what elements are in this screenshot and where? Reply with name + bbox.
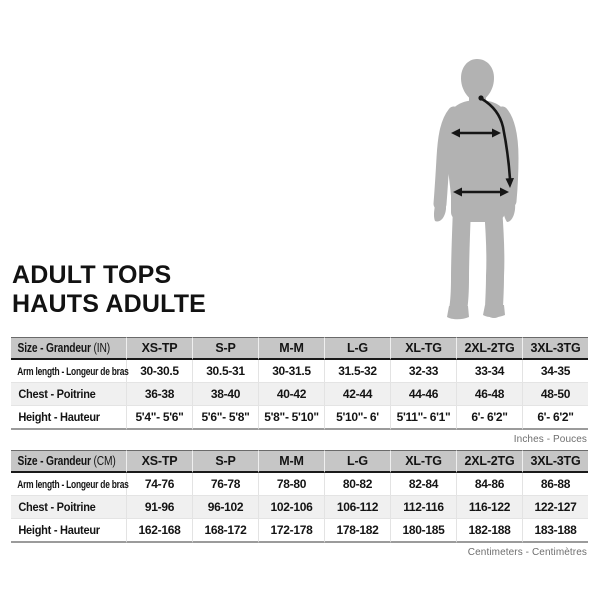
units-footnote-centimeters: Centimeters - Centimètres bbox=[467, 547, 587, 558]
size-column-header: 2XL-2TG bbox=[456, 450, 522, 473]
size-value-cell: 172-178 bbox=[258, 519, 324, 543]
size-value-cell: 74-76 bbox=[126, 473, 192, 496]
size-value-cell: 84-86 bbox=[456, 473, 522, 496]
row-label: Arm length - Longeur de bras bbox=[11, 360, 129, 383]
size-value-cell: 112-116 bbox=[390, 496, 456, 519]
size-value-cell: 76-78 bbox=[192, 473, 258, 496]
size-value-cell: 48-50 bbox=[522, 383, 588, 406]
size-column-header: XS-TP bbox=[126, 450, 192, 473]
units-footnote-inches: Inches - Pouces bbox=[513, 434, 587, 445]
size-column-header: S-P bbox=[192, 450, 258, 473]
page-title-fr: HAUTS ADULTE bbox=[12, 290, 207, 318]
table-row: Height - Hauteur 5'4"- 5'6" 5'6"- 5'8" 5'8"… bbox=[11, 406, 588, 430]
row-label: Chest - Poitrine bbox=[11, 383, 126, 406]
row-label: Chest - Poitrine bbox=[11, 496, 126, 519]
size-value-cell: 5'11"- 6'1" bbox=[390, 406, 456, 430]
table-row: Arm length - Longeur de bras 30-30.5 30.5-… bbox=[11, 360, 588, 383]
size-column-header: 3XL-3TG bbox=[522, 450, 588, 473]
size-table-centimeters: Size - Grandeur (CM) XS-TP S-P M-M L-G XL-TG… bbox=[11, 450, 588, 543]
size-value-cell: 5'4"- 5'6" bbox=[126, 406, 192, 430]
table-row: Height - Hauteur 162-168 168-172 172-178 178… bbox=[11, 519, 588, 543]
size-value-cell: 30.5-31 bbox=[192, 360, 258, 383]
size-value-cell: 106-112 bbox=[324, 496, 390, 519]
size-column-header: XS-TP bbox=[126, 337, 192, 360]
size-value-cell: 162-168 bbox=[126, 519, 192, 543]
table-row: Arm length - Longeur de bras 74-76 76-78 78… bbox=[11, 473, 588, 496]
size-value-cell: 91-96 bbox=[126, 496, 192, 519]
size-value-cell: 80-82 bbox=[324, 473, 390, 496]
size-value-cell: 32-33 bbox=[390, 360, 456, 383]
size-value-cell: 30-31.5 bbox=[258, 360, 324, 383]
size-value-cell: 40-42 bbox=[258, 383, 324, 406]
size-value-cell: 96-102 bbox=[192, 496, 258, 519]
size-value-cell: 102-106 bbox=[258, 496, 324, 519]
size-value-cell: 6'- 6'2" bbox=[456, 406, 522, 430]
size-value-cell: 34-35 bbox=[522, 360, 588, 383]
size-value-cell: 31.5-32 bbox=[324, 360, 390, 383]
table-row: Chest - Poitrine 91-96 96-102 102-106 106-11… bbox=[11, 496, 588, 519]
size-value-cell: 44-46 bbox=[390, 383, 456, 406]
size-value-cell: 168-172 bbox=[192, 519, 258, 543]
size-header-text: Size - Grandeur bbox=[17, 341, 91, 355]
size-column-header: L-G bbox=[324, 337, 390, 360]
size-value-cell: 178-182 bbox=[324, 519, 390, 543]
size-column-header: XL-TG bbox=[390, 337, 456, 360]
header-row: Size - Grandeur (CM) XS-TP S-P M-M L-G XL-TG… bbox=[11, 450, 588, 473]
size-measurement-figure bbox=[390, 0, 600, 340]
size-column-header: L-G bbox=[324, 450, 390, 473]
size-value-cell: 36-38 bbox=[126, 383, 192, 406]
header-row: Size - Grandeur (IN) XS-TP S-P M-M L-G XL-TG… bbox=[11, 337, 588, 360]
size-value-cell: 82-84 bbox=[390, 473, 456, 496]
page-title-en: ADULT TOPS bbox=[12, 261, 172, 289]
size-value-cell: 6'- 6'2" bbox=[522, 406, 588, 430]
row-label: Arm length - Longeur de bras bbox=[11, 473, 129, 496]
size-table-centimeters-section: Size - Grandeur (CM) XS-TP S-P M-M L-G XL-TG… bbox=[11, 450, 588, 558]
size-table-inches: Size - Grandeur (IN) XS-TP S-P M-M L-G XL-TG… bbox=[11, 337, 588, 430]
size-value-cell: 5'6"- 5'8" bbox=[192, 406, 258, 430]
size-value-cell: 180-185 bbox=[390, 519, 456, 543]
row-label: Height - Hauteur bbox=[11, 519, 126, 543]
size-column-header: 3XL-3TG bbox=[522, 337, 588, 360]
size-value-cell: 5'8"- 5'10" bbox=[258, 406, 324, 430]
measurement-arrows bbox=[451, 95, 514, 197]
size-table-inches-section: Size - Grandeur (IN) XS-TP S-P M-M L-G XL-TG… bbox=[11, 337, 588, 445]
size-value-cell: 42-44 bbox=[324, 383, 390, 406]
size-value-cell: 33-34 bbox=[456, 360, 522, 383]
size-value-cell: 116-122 bbox=[456, 496, 522, 519]
size-column-header: M-M bbox=[258, 337, 324, 360]
page-title: ADULT TOPS HAUTS ADULTE bbox=[12, 261, 206, 319]
size-value-cell: 30-30.5 bbox=[126, 360, 192, 383]
size-value-cell: 78-80 bbox=[258, 473, 324, 496]
size-column-header: 2XL-2TG bbox=[456, 337, 522, 360]
size-value-cell: 183-188 bbox=[522, 519, 588, 543]
size-value-cell: 182-188 bbox=[456, 519, 522, 543]
size-column-header: M-M bbox=[258, 450, 324, 473]
size-value-cell: 46-48 bbox=[456, 383, 522, 406]
size-column-header: XL-TG bbox=[390, 450, 456, 473]
size-value-cell: 38-40 bbox=[192, 383, 258, 406]
size-header-label: Size - Grandeur (IN) bbox=[11, 337, 126, 360]
size-value-cell: 5'10"- 6' bbox=[324, 406, 390, 430]
size-value-cell: 86-88 bbox=[522, 473, 588, 496]
table-row: Chest - Poitrine 36-38 38-40 40-42 42-44 44-4… bbox=[11, 383, 588, 406]
size-column-header: S-P bbox=[192, 337, 258, 360]
male-silhouette-icon bbox=[433, 59, 519, 320]
row-label: Height - Hauteur bbox=[11, 406, 126, 430]
size-header-text: Size - Grandeur bbox=[17, 454, 91, 468]
size-header-label: Size - Grandeur (CM) bbox=[11, 450, 126, 473]
size-value-cell: 122-127 bbox=[522, 496, 588, 519]
size-header-unit: (IN) bbox=[93, 341, 111, 355]
size-header-unit: (CM) bbox=[93, 454, 116, 468]
